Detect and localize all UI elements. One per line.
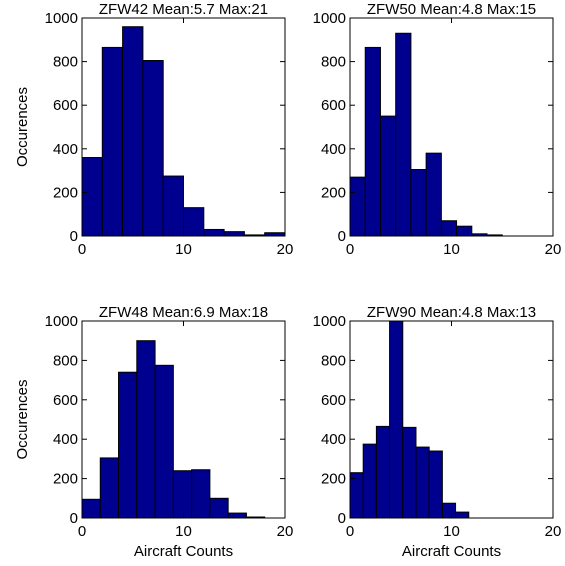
- histogram-bar: [101, 46, 124, 237]
- x-tick-label: 0: [346, 523, 354, 540]
- y-tick-label: 0: [338, 510, 346, 527]
- y-tick-label: 200: [53, 184, 78, 201]
- histogram-bar: [364, 46, 381, 237]
- histogram-bar: [375, 425, 391, 519]
- histogram-bar: [410, 169, 427, 237]
- x-axis-label: Aircraft Counts: [402, 543, 501, 560]
- histogram-bar: [162, 175, 184, 237]
- histogram-panel-zfw90: 0 200 400 600 800 1000 0 10 20 ZFW90 Mean:4.8 Max…: [313, 304, 562, 560]
- chart-title: ZFW90 Mean:4.8 Max:13: [367, 304, 536, 321]
- histogram-bar: [395, 32, 412, 237]
- y-tick-label: 800: [53, 352, 78, 369]
- x-tick-label: 20: [277, 241, 294, 258]
- y-axis-label: Occurences: [14, 87, 31, 167]
- x-tick-label: 10: [443, 241, 460, 258]
- chart-title: ZFW50 Mean:4.8 Max:15: [367, 1, 536, 18]
- x-tick-label: 0: [78, 523, 86, 540]
- y-tick-label: 1000: [45, 10, 78, 27]
- histogram-bar: [455, 511, 470, 519]
- chart-title: ZFW48 Mean:6.9 Max:18: [99, 304, 268, 321]
- histogram-bar: [209, 497, 229, 519]
- y-tick-label: 200: [321, 184, 346, 201]
- histogram-bar: [118, 371, 138, 519]
- y-tick-label: 400: [321, 141, 346, 158]
- y-tick-label: 1000: [313, 10, 346, 27]
- y-tick-label: 200: [321, 471, 346, 488]
- x-tick-label: 10: [443, 523, 460, 540]
- histogram-panel-zfw48: 0 200 400 600 800 1000 0 10 20 ZFW48 Mean:6.9 Max…: [14, 304, 293, 560]
- y-tick-label: 600: [53, 97, 78, 114]
- histogram-bar: [349, 472, 364, 519]
- x-tick-label: 0: [78, 241, 86, 258]
- y-tick-label: 800: [321, 54, 346, 71]
- y-tick-label: 600: [321, 392, 346, 409]
- histogram-panel-zfw42: 0 200 400 600 800 1000 0 10 20 ZFW42 Mean:5.7 Max…: [14, 1, 293, 258]
- y-tick-label: 400: [53, 431, 78, 448]
- histogram-bar: [183, 207, 205, 237]
- histogram-bar: [425, 152, 442, 237]
- y-tick-label: 1000: [313, 313, 346, 330]
- x-tick-label: 20: [277, 523, 294, 540]
- y-tick-label: 600: [53, 392, 78, 409]
- histogram-bar: [441, 502, 457, 519]
- x-axis-label: Aircraft Counts: [134, 543, 233, 560]
- y-tick-label: 400: [53, 141, 78, 158]
- x-tick-label: 20: [545, 523, 562, 540]
- histogram-bar: [349, 176, 366, 237]
- histogram-bar: [136, 340, 156, 519]
- y-axis-label: Occurences: [14, 379, 31, 459]
- x-tick-label: 0: [346, 241, 354, 258]
- histogram-bar: [142, 60, 164, 237]
- histogram-bar: [122, 26, 144, 237]
- histogram-bar: [191, 469, 211, 519]
- histogram-bar: [389, 320, 404, 519]
- histogram-bar: [81, 498, 101, 519]
- y-tick-label: 0: [338, 228, 346, 245]
- y-tick-label: 0: [70, 228, 78, 245]
- histogram-bar: [203, 228, 225, 237]
- y-tick-label: 800: [53, 54, 78, 71]
- x-tick-label: 10: [175, 523, 192, 540]
- x-tick-label: 10: [175, 241, 192, 258]
- histogram-bar: [440, 220, 458, 237]
- histogram-bar: [415, 446, 430, 519]
- x-tick-label: 20: [545, 241, 562, 258]
- y-tick-label: 0: [70, 510, 78, 527]
- y-tick-label: 600: [321, 97, 346, 114]
- histogram-bar: [379, 115, 397, 237]
- chart-title: ZFW42 Mean:5.7 Max:21: [99, 1, 268, 18]
- histogram-bar: [428, 450, 443, 519]
- histogram-bar: [223, 231, 245, 237]
- y-tick-label: 1000: [45, 313, 78, 330]
- histogram-bar: [456, 225, 473, 237]
- histogram-panel-zfw50: 0 200 400 600 800 1000 0 10 20 ZFW50 Mean:4.8 Max…: [313, 1, 562, 258]
- histogram-bar: [362, 443, 377, 519]
- histogram-bar: [154, 364, 174, 519]
- histogram-bar: [172, 470, 193, 519]
- histogram-bar: [227, 512, 247, 519]
- y-tick-label: 200: [53, 471, 78, 488]
- histogram-bar: [402, 426, 417, 519]
- y-tick-label: 800: [321, 352, 346, 369]
- histogram-bar: [99, 457, 120, 519]
- histogram-bar: [81, 157, 103, 237]
- y-tick-label: 400: [321, 431, 346, 448]
